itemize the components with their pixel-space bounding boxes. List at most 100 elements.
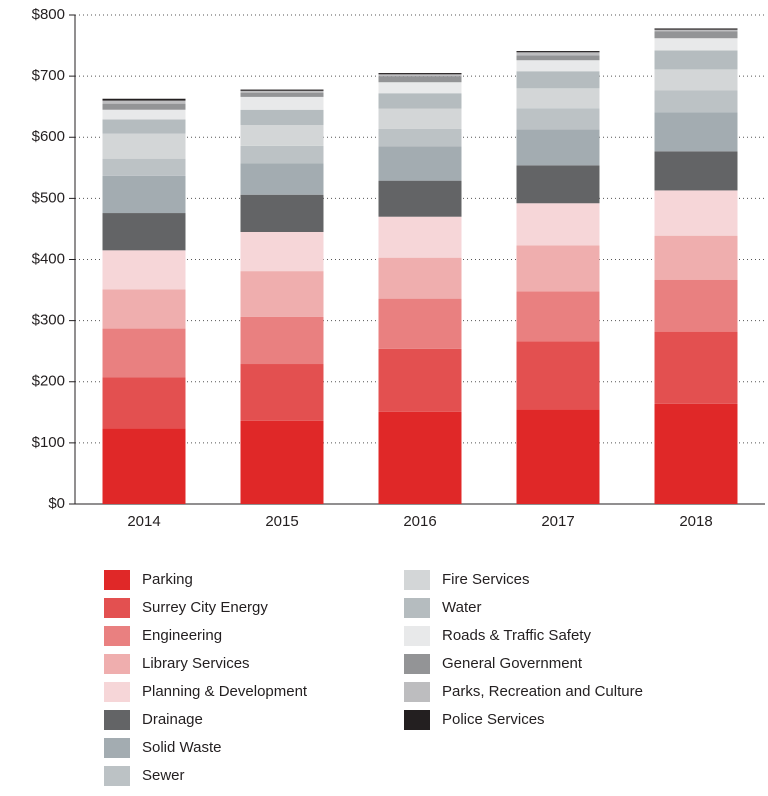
bar-segment: [240, 89, 324, 91]
bar-segment: [240, 125, 324, 146]
bar-segment: [102, 158, 186, 176]
legend-label: Fire Services: [442, 571, 530, 588]
legend-swatch: [104, 598, 130, 618]
bar-segment: [102, 377, 186, 429]
legend-label: Library Services: [142, 655, 250, 672]
y-tick-label: $800: [32, 6, 65, 23]
legend-label: Police Services: [442, 711, 545, 728]
legend-swatch: [404, 626, 430, 646]
bar-segment: [102, 119, 186, 134]
bar-segment: [516, 245, 600, 292]
bar-segment: [654, 50, 738, 70]
bar-segment: [240, 231, 324, 272]
bar-segment: [102, 428, 186, 504]
bar-segment: [102, 213, 186, 251]
legend-label: Parks, Recreation and Culture: [442, 683, 643, 700]
bar-segment: [654, 28, 738, 30]
y-tick-label: $100: [32, 434, 65, 451]
bar-segment: [654, 151, 738, 191]
bar-segment: [102, 328, 186, 378]
bar-segment: [516, 108, 600, 130]
legend-swatch: [404, 710, 430, 730]
bar-segment: [516, 88, 600, 109]
legend-label: Solid Waste: [142, 739, 221, 756]
bar-segment: [516, 129, 600, 166]
bar-segment: [516, 52, 600, 56]
bar-segment: [102, 103, 186, 110]
bar-segment: [378, 348, 462, 412]
bar-segment: [654, 38, 738, 51]
y-tick-label: $300: [32, 312, 65, 329]
bar-segment: [240, 145, 324, 164]
bar-segment: [654, 29, 738, 32]
legend-label: Parking: [142, 571, 193, 588]
bar-segment: [378, 82, 462, 94]
bar-segment: [240, 90, 324, 93]
y-tick-label: $400: [32, 250, 65, 267]
bar-segment: [378, 74, 462, 77]
x-tick-label: 2018: [679, 513, 712, 530]
legend-label: Water: [442, 599, 481, 616]
bar-segment: [654, 190, 738, 236]
legend-swatch: [404, 598, 430, 618]
bar-segment: [240, 420, 324, 504]
bar-segment: [378, 298, 462, 349]
bar-segment: [378, 73, 462, 75]
bar-segment: [516, 51, 600, 53]
bar-segment: [654, 112, 738, 152]
bar-segment: [654, 279, 738, 332]
bar-segment: [102, 289, 186, 329]
legend-label: Sewer: [142, 767, 185, 784]
bar-segment: [240, 96, 324, 110]
bar-segment: [516, 165, 600, 204]
bar-segment: [102, 133, 186, 159]
legend-swatch: [404, 570, 430, 590]
x-tick-label: 2016: [403, 513, 436, 530]
bar-segment: [654, 90, 738, 113]
x-tick-label: 2014: [127, 513, 160, 530]
y-tick-label: $600: [32, 128, 65, 145]
bar-segment: [240, 109, 324, 126]
legend-label: Surrey City Energy: [142, 599, 268, 616]
x-tick-label: 2015: [265, 513, 298, 530]
bar-segment: [102, 250, 186, 290]
x-tick-label: 2017: [541, 513, 574, 530]
bar-segment: [516, 55, 600, 61]
legend-swatch: [104, 570, 130, 590]
bar-segment: [378, 257, 462, 299]
legend-swatch: [104, 626, 130, 646]
bar-segment: [102, 98, 186, 101]
y-tick-label: $0: [48, 495, 65, 512]
bar-segment: [378, 108, 462, 129]
bar-segment: [654, 331, 738, 404]
bar-segment: [654, 31, 738, 39]
bar-segment: [378, 411, 462, 504]
bar-segment: [516, 409, 600, 504]
bar-segment: [102, 109, 186, 120]
bar-segment: [516, 203, 600, 246]
bar-segment: [102, 175, 186, 214]
bar-segment: [240, 271, 324, 317]
legend-label: Drainage: [142, 711, 203, 728]
y-tick-label: $200: [32, 373, 65, 390]
bar-segment: [378, 216, 462, 258]
legend-swatch: [104, 682, 130, 702]
bar-segment: [654, 69, 738, 91]
legend-swatch: [104, 710, 130, 730]
bar-segment: [516, 60, 600, 72]
bar-segment: [240, 364, 324, 421]
legend-label: Engineering: [142, 627, 222, 644]
bar-segment: [516, 71, 600, 89]
bar-segment: [240, 194, 324, 232]
bar-segment: [378, 180, 462, 217]
legend-label: Roads & Traffic Safety: [442, 627, 591, 644]
bar-segment: [516, 341, 600, 410]
bar-segment: [654, 235, 738, 280]
legend-swatch: [104, 766, 130, 786]
legend-swatch: [104, 738, 130, 758]
legend-label: General Government: [442, 655, 583, 672]
legend-swatch: [104, 654, 130, 674]
bar-segment: [378, 76, 462, 83]
bar-segment: [240, 316, 324, 365]
